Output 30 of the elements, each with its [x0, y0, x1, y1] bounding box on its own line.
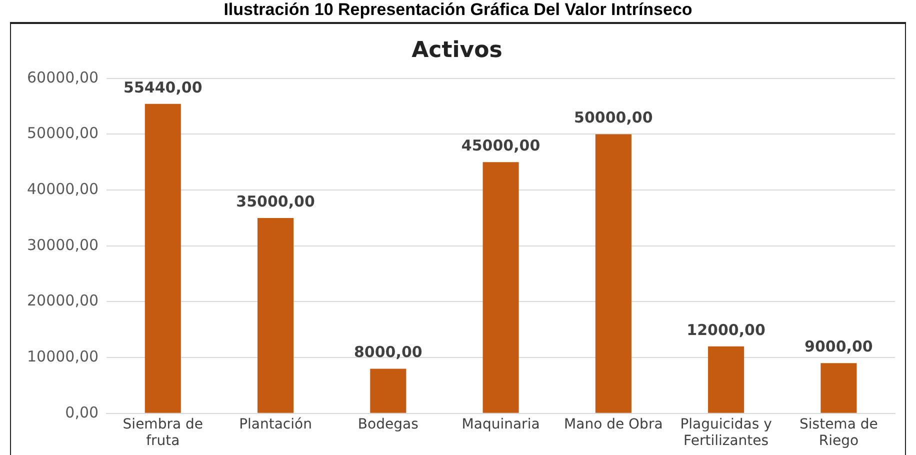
- bar: [482, 162, 519, 413]
- bar: [595, 134, 632, 413]
- chart-title: Activos: [412, 38, 502, 63]
- x-tick-label: Sistema de Riego: [800, 416, 878, 450]
- data-label: 55440,00: [124, 78, 202, 96]
- data-label: 12000,00: [686, 320, 766, 339]
- y-tick-label: 40000,00: [26, 180, 99, 198]
- bar: [820, 363, 857, 413]
- bar: [258, 218, 294, 413]
- data-label: 9000,00: [804, 338, 873, 356]
- data-label: 45000,00: [461, 136, 540, 155]
- data-label: 35000,00: [236, 192, 315, 210]
- bar: [144, 104, 181, 413]
- y-tick-label: 30000,00: [26, 236, 99, 254]
- data-label: 50000,00: [574, 108, 653, 127]
- x-tick-label: Bodegas: [358, 416, 418, 432]
- x-tick-label: Maquinaria: [462, 416, 540, 432]
- data-label: 8000,00: [354, 343, 422, 362]
- y-tick-label: 0,00: [65, 403, 99, 422]
- x-tick-label: Plantación: [239, 416, 312, 432]
- y-tick-label: 20000,00: [26, 292, 99, 310]
- y-tick-label: 50000,00: [26, 124, 99, 142]
- x-tick-label: Mano de Obra: [564, 416, 663, 432]
- y-tick-label: 60000,00: [26, 68, 99, 86]
- bar: [708, 346, 744, 413]
- bar: [370, 368, 406, 413]
- x-tick-label: Siembra de fruta: [122, 416, 203, 450]
- y-tick-label: 10000,00: [26, 347, 99, 366]
- text: Ilustración 10 Representación Gráfica Del Valor Intrínseco: [222, 0, 694, 20]
- x-tick-label: Plaguicidas y Fertilizantes: [680, 416, 772, 450]
